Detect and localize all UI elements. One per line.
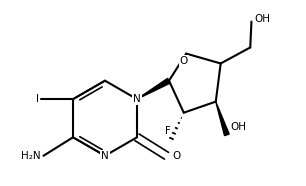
Text: N: N — [133, 94, 141, 104]
Polygon shape — [137, 78, 170, 99]
Text: OH: OH — [254, 14, 270, 24]
Text: OH: OH — [230, 122, 247, 132]
Text: O: O — [173, 151, 181, 161]
Text: I: I — [35, 94, 39, 104]
Text: H₂N: H₂N — [21, 151, 41, 161]
Text: F: F — [165, 126, 171, 136]
Polygon shape — [216, 102, 229, 136]
Text: O: O — [180, 56, 188, 66]
Text: N: N — [101, 151, 109, 161]
